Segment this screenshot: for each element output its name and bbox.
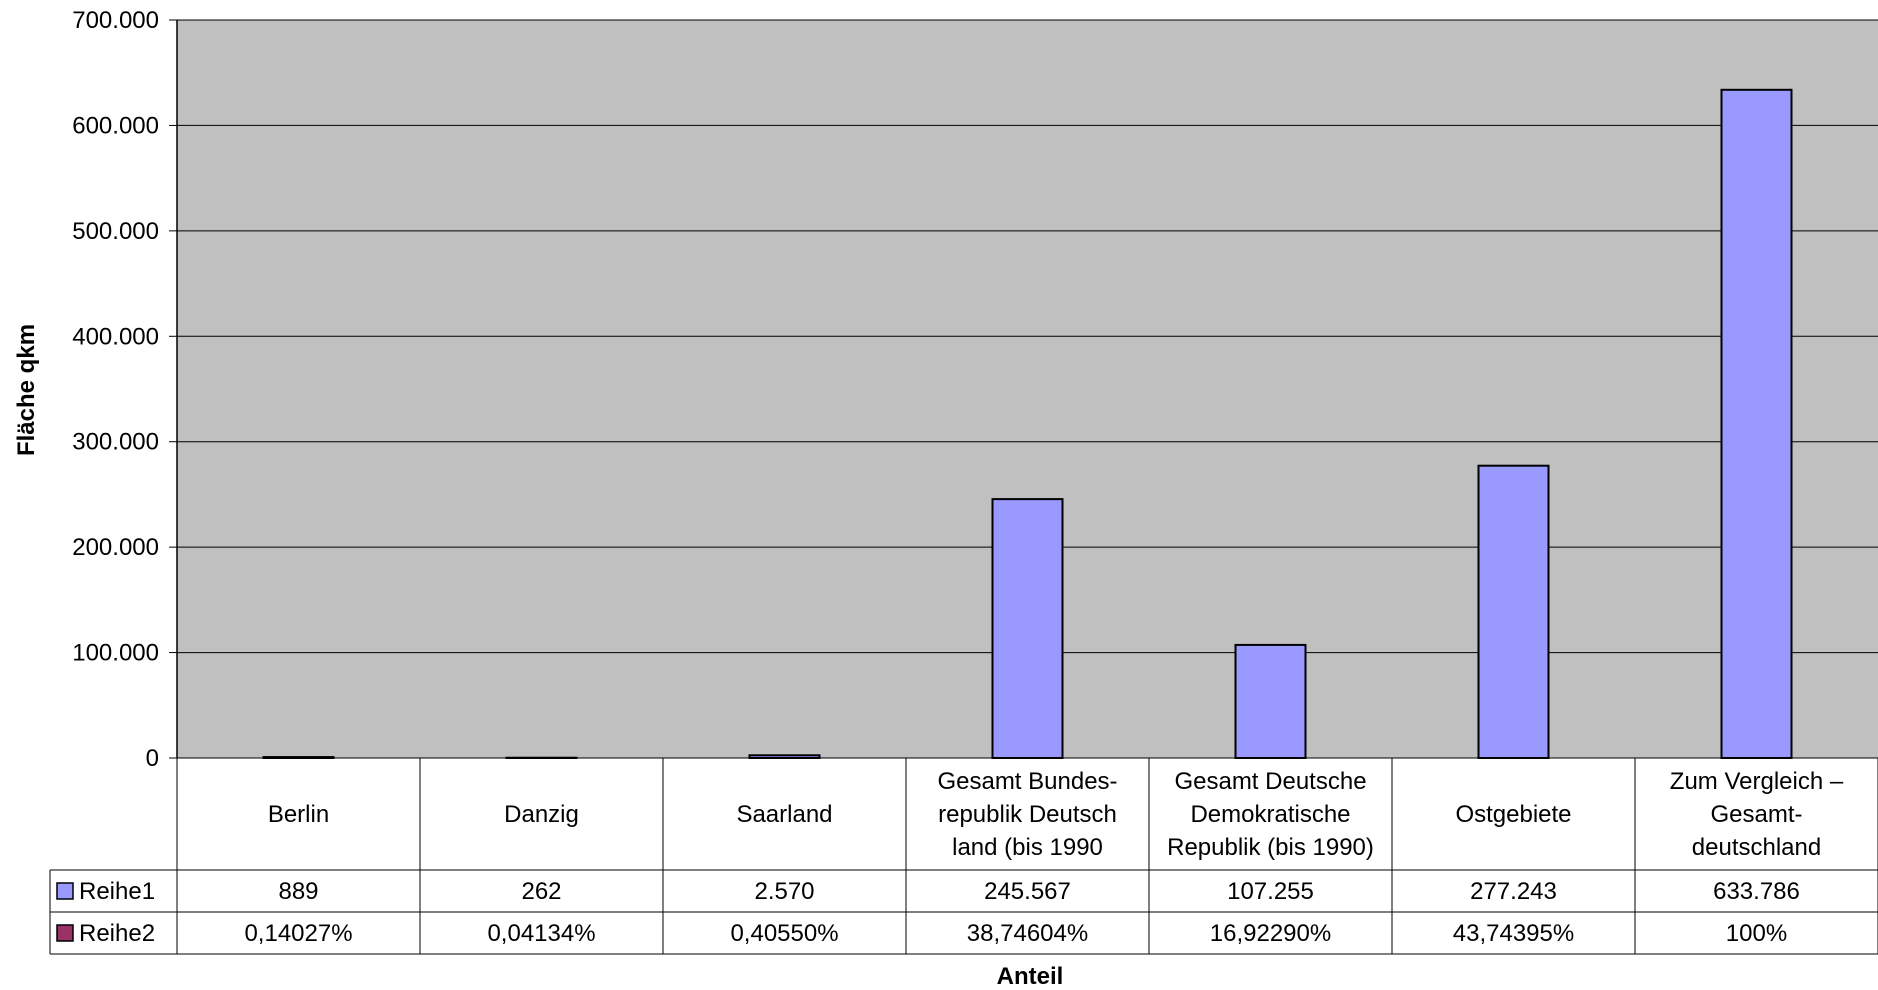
data-label-reihe1: 245.567 [984,878,1071,905]
bar-reihe1-5 [1477,464,1550,759]
category-label: Zum Vergleich – Gesamt-deutschland [1670,768,1844,861]
data-label-reihe2: 16,92290% [1210,920,1331,947]
y-tick-label: 100.000 [72,640,159,667]
data-label-reihe1: 262 [521,878,561,905]
y-tick-label: 700.000 [72,7,159,34]
legend-label-reihe1: Reihe1 [79,878,155,905]
bar-reihe1-3 [991,498,1064,759]
data-label-reihe1: 277.243 [1470,878,1557,905]
data-table: Berlin Danzig Saarland Gesamt Bundes-republ… [49,757,1878,955]
y-tick-label: 300.000 [72,429,159,456]
y-tick-label: 500.000 [72,218,159,245]
category-label: Gesamt Deutsche Demokratische Republik (bi… [1167,768,1374,861]
bar-reihe1-4 [1234,643,1307,760]
data-label-reihe1: 889 [278,878,318,905]
x-axis-title: Anteil [997,963,1064,990]
data-label-reihe2: 0,40550% [730,920,838,947]
data-label-reihe2: 0,14027% [244,920,352,947]
y-axis: 0 100.000 200.000 300.000 400.000 500.000 600.… [72,7,1878,772]
bars [262,88,1793,760]
y-tick-label: 0 [146,745,159,772]
data-label-reihe1: 2.570 [754,878,814,905]
category-label: Berlin [268,801,329,828]
data-label-reihe1: 107.255 [1227,878,1314,905]
y-tick-label: 400.000 [72,323,159,350]
category-label: Gesamt Bundes-republik Deutsch land (bis … [937,768,1117,861]
data-label-reihe2: 100% [1726,920,1787,947]
category-label: Ostgebiete [1455,801,1571,828]
category-label: Danzig [504,801,579,828]
y-tick-label: 200.000 [72,534,159,561]
legend-label-reihe2: Reihe2 [79,920,155,947]
data-label-reihe2: 0,04134% [487,920,595,947]
data-label-reihe2: 38,74604% [967,920,1088,947]
category-label: Saarland [736,801,832,828]
data-label-reihe1: 633.786 [1713,878,1800,905]
y-tick-label: 600.000 [72,112,159,139]
legend-key-reihe1 [56,882,74,900]
legend-key-reihe2 [56,924,74,942]
data-label-reihe2: 43,74395% [1453,920,1574,947]
bar-reihe1-6 [1720,88,1793,759]
y-axis-title: Fläche qkm [13,324,40,456]
